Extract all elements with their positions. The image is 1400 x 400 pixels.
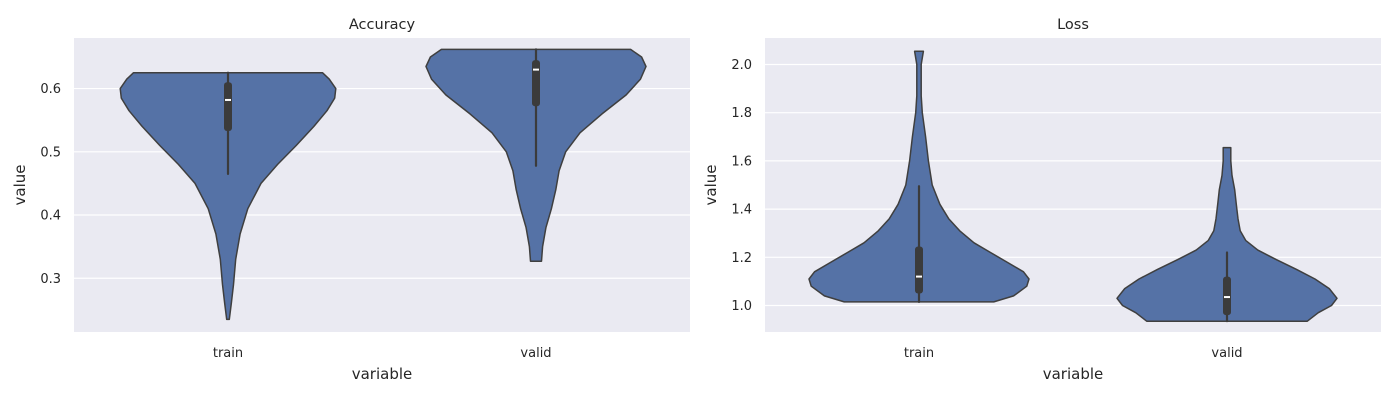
loss-subplot: 1.0 1.2 1.4 1.6 1.8 2.0 train valid Loss variable…	[702, 17, 1381, 383]
accuracy-y-tick-label: 0.4	[40, 209, 61, 224]
accuracy-iqr-box-valid	[532, 60, 540, 107]
accuracy-y-axis-label: value	[11, 165, 29, 206]
loss-x-tick-label: train	[904, 346, 934, 361]
loss-y-tick-label: 1.8	[731, 106, 752, 121]
accuracy-subplot: 0.3 0.4 0.5 0.6 train valid Accuracy variable va…	[11, 17, 690, 383]
loss-violin-train	[808, 50, 1030, 303]
loss-y-tick-label: 1.0	[731, 299, 752, 314]
accuracy-iqr-box-train	[224, 82, 232, 131]
loss-y-tick-label: 1.4	[731, 203, 752, 218]
accuracy-x-axis-label: variable	[352, 365, 413, 383]
loss-y-tick-label: 2.0	[731, 58, 752, 73]
loss-violin-valid	[1116, 146, 1338, 322]
accuracy-x-tick-label: valid	[520, 346, 551, 361]
loss-x-tick-label: valid	[1211, 346, 1242, 361]
loss-y-axis-label: value	[702, 165, 720, 206]
loss-title: Loss	[1057, 17, 1089, 33]
accuracy-violin-train	[119, 72, 337, 321]
accuracy-y-tick-label: 0.5	[40, 145, 61, 160]
accuracy-title: Accuracy	[349, 17, 416, 33]
accuracy-x-tick-label: train	[213, 346, 243, 361]
accuracy-y-tick-label: 0.3	[40, 272, 61, 287]
loss-y-tick-label: 1.6	[731, 154, 752, 169]
loss-x-axis-label: variable	[1043, 365, 1104, 383]
loss-y-tick-label: 1.2	[731, 251, 752, 266]
loss-iqr-box-valid	[1223, 276, 1231, 316]
loss-iqr-box-train	[915, 246, 923, 294]
accuracy-y-tick-label: 0.6	[40, 82, 61, 97]
